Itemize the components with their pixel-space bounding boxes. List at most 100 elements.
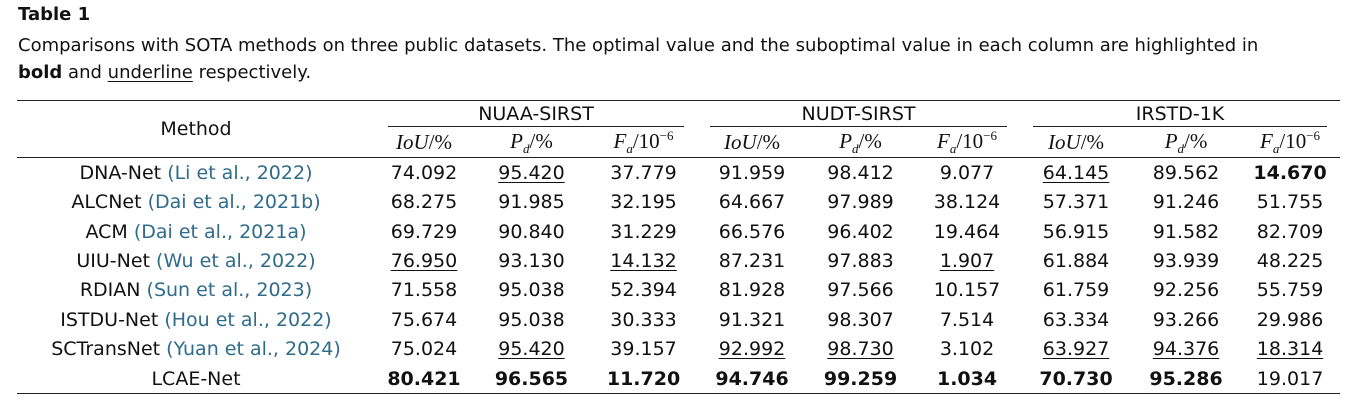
- value: 82.709: [1256, 220, 1324, 243]
- metric-header: Fa/10−6: [1240, 128, 1341, 159]
- metric-subscript: a: [949, 141, 957, 157]
- value: 96.565: [494, 367, 569, 390]
- caption-text: and: [68, 62, 102, 83]
- value: 98.412: [827, 161, 894, 184]
- metric-unit: /%: [529, 128, 553, 153]
- value: 94.746: [715, 367, 789, 390]
- metric-header: Fa/10−6: [590, 128, 698, 159]
- value-cell: 95.286: [1132, 364, 1240, 394]
- citation: (Wu et al., 2022): [156, 250, 316, 273]
- metric-unit: /10: [1279, 129, 1307, 153]
- caption-text: respectively.: [198, 62, 312, 83]
- value-cell: 70.730: [1020, 364, 1132, 394]
- group-header: NUAA-SIRST: [387, 103, 685, 127]
- value-cell: 7.514: [914, 305, 1020, 334]
- metric-unit: /10: [956, 129, 984, 153]
- value-cell: 38.124: [914, 188, 1020, 217]
- value: 1.907: [939, 250, 995, 273]
- table-label: Table 1: [18, 4, 91, 25]
- citation: (Hou et al., 2022): [164, 308, 332, 331]
- results-table: Method NUAA-SIRST NUDT-SIRST IRSTD-1K IoU/% P…: [17, 100, 1341, 395]
- value-cell: 63.334: [1020, 305, 1132, 334]
- value: 93.939: [1152, 250, 1220, 273]
- metric-header: IoU/%: [697, 128, 808, 159]
- value-cell: 93.266: [1132, 305, 1240, 334]
- metric-unit: /10: [632, 129, 660, 153]
- value-cell: 71.558: [375, 276, 473, 305]
- value: 87.231: [718, 250, 786, 273]
- metric-symbol: F: [613, 129, 627, 153]
- data-row: ISTDU-Net (Hou et al., 2022) 75.674 95.038…: [17, 305, 1340, 334]
- value-cell: 93.939: [1132, 246, 1240, 275]
- value-cell: 76.950: [375, 246, 473, 275]
- metric-unit: /%: [428, 130, 452, 155]
- method-cell: ISTDU-Net (Hou et al., 2022): [17, 305, 375, 334]
- value-cell: 90.840: [473, 217, 590, 246]
- method-cell: LCAE-Net: [17, 364, 375, 394]
- value: 97.883: [827, 250, 894, 273]
- value: 14.132: [610, 250, 677, 273]
- value-cell: 61.884: [1020, 246, 1132, 275]
- value: 30.333: [610, 308, 677, 331]
- value: 1.034: [936, 367, 998, 390]
- value: 48.225: [1256, 250, 1324, 273]
- value-cell: 94.376: [1132, 335, 1240, 364]
- caption-text: Comparisons with SOTA methods on three p…: [18, 35, 1259, 56]
- value-cell: 75.024: [375, 335, 473, 364]
- value-cell: 37.779: [590, 158, 697, 188]
- value: 74.092: [390, 161, 458, 184]
- value-cell: 11.720: [590, 364, 697, 394]
- value: 37.779: [610, 161, 677, 184]
- value-cell: 96.402: [807, 217, 914, 246]
- method-name: SCTransNet: [51, 338, 161, 361]
- value-cell: 61.759: [1020, 276, 1132, 305]
- value-cell: 1.034: [914, 364, 1020, 394]
- value: 91.985: [498, 191, 565, 214]
- data-row: SCTransNet (Yuan et al., 2024) 75.024 95.4…: [17, 335, 1340, 364]
- metric-header: IoU/%: [375, 128, 473, 159]
- value-cell: 52.394: [590, 276, 697, 305]
- value-cell: 98.412: [807, 158, 914, 188]
- value-cell: 80.421: [375, 364, 473, 394]
- value: 94.376: [1152, 338, 1220, 361]
- group-cell: NUDT-SIRST: [697, 101, 1020, 129]
- value: 61.759: [1042, 279, 1110, 302]
- value-cell: 14.670: [1240, 158, 1340, 188]
- value-cell: 91.985: [473, 188, 590, 217]
- caption-underline: underline: [107, 62, 193, 83]
- value-cell: 19.017: [1240, 364, 1340, 394]
- group-header: NUDT-SIRST: [709, 103, 1008, 127]
- method-name: DNA-Net: [79, 161, 162, 184]
- metric-unit: /%: [858, 128, 882, 153]
- metric-subscript: d: [1177, 140, 1185, 156]
- value-cell: 63.927: [1020, 335, 1132, 364]
- value: 98.307: [827, 308, 894, 331]
- group-cell: IRSTD-1K: [1020, 101, 1340, 129]
- value: 14.670: [1253, 161, 1327, 184]
- value: 56.915: [1042, 220, 1110, 243]
- metric-exponent: −6: [983, 128, 998, 143]
- header-row: IoU/% Pd/% Fa/10−6 IoU/% Pd/% Fa/10−6 IoU/% Pd/…: [17, 128, 1341, 159]
- value-cell: 92.992: [697, 335, 807, 364]
- method-header: Method: [17, 100, 375, 159]
- value-cell: 56.915: [1020, 217, 1132, 246]
- value-cell: 89.562: [1132, 158, 1240, 188]
- value: 80.421: [387, 367, 461, 390]
- citation: (Dai et al., 2021b): [147, 191, 321, 214]
- metric-symbol: F: [1260, 129, 1273, 153]
- value: 32.195: [610, 191, 677, 214]
- data-row: DNA-Net (Li et al., 2022) 74.092 95.420 37.…: [17, 158, 1340, 188]
- value-cell: 66.576: [697, 217, 807, 246]
- value: 10.157: [933, 279, 1001, 302]
- metric-symbol: P: [839, 128, 853, 153]
- metric-symbol: IoU: [396, 130, 429, 155]
- value-cell: 82.709: [1240, 217, 1340, 246]
- value: 3.102: [939, 338, 995, 361]
- caption-bold: bold: [18, 62, 63, 83]
- value-cell: 99.259: [807, 364, 914, 394]
- value: 90.840: [498, 220, 565, 243]
- citation: (Sun et al., 2023): [146, 279, 313, 302]
- method-cell: RDIAN (Sun et al., 2023): [17, 276, 375, 305]
- method-cell: SCTransNet (Yuan et al., 2024): [17, 335, 375, 364]
- metric-unit: /%: [1184, 128, 1208, 153]
